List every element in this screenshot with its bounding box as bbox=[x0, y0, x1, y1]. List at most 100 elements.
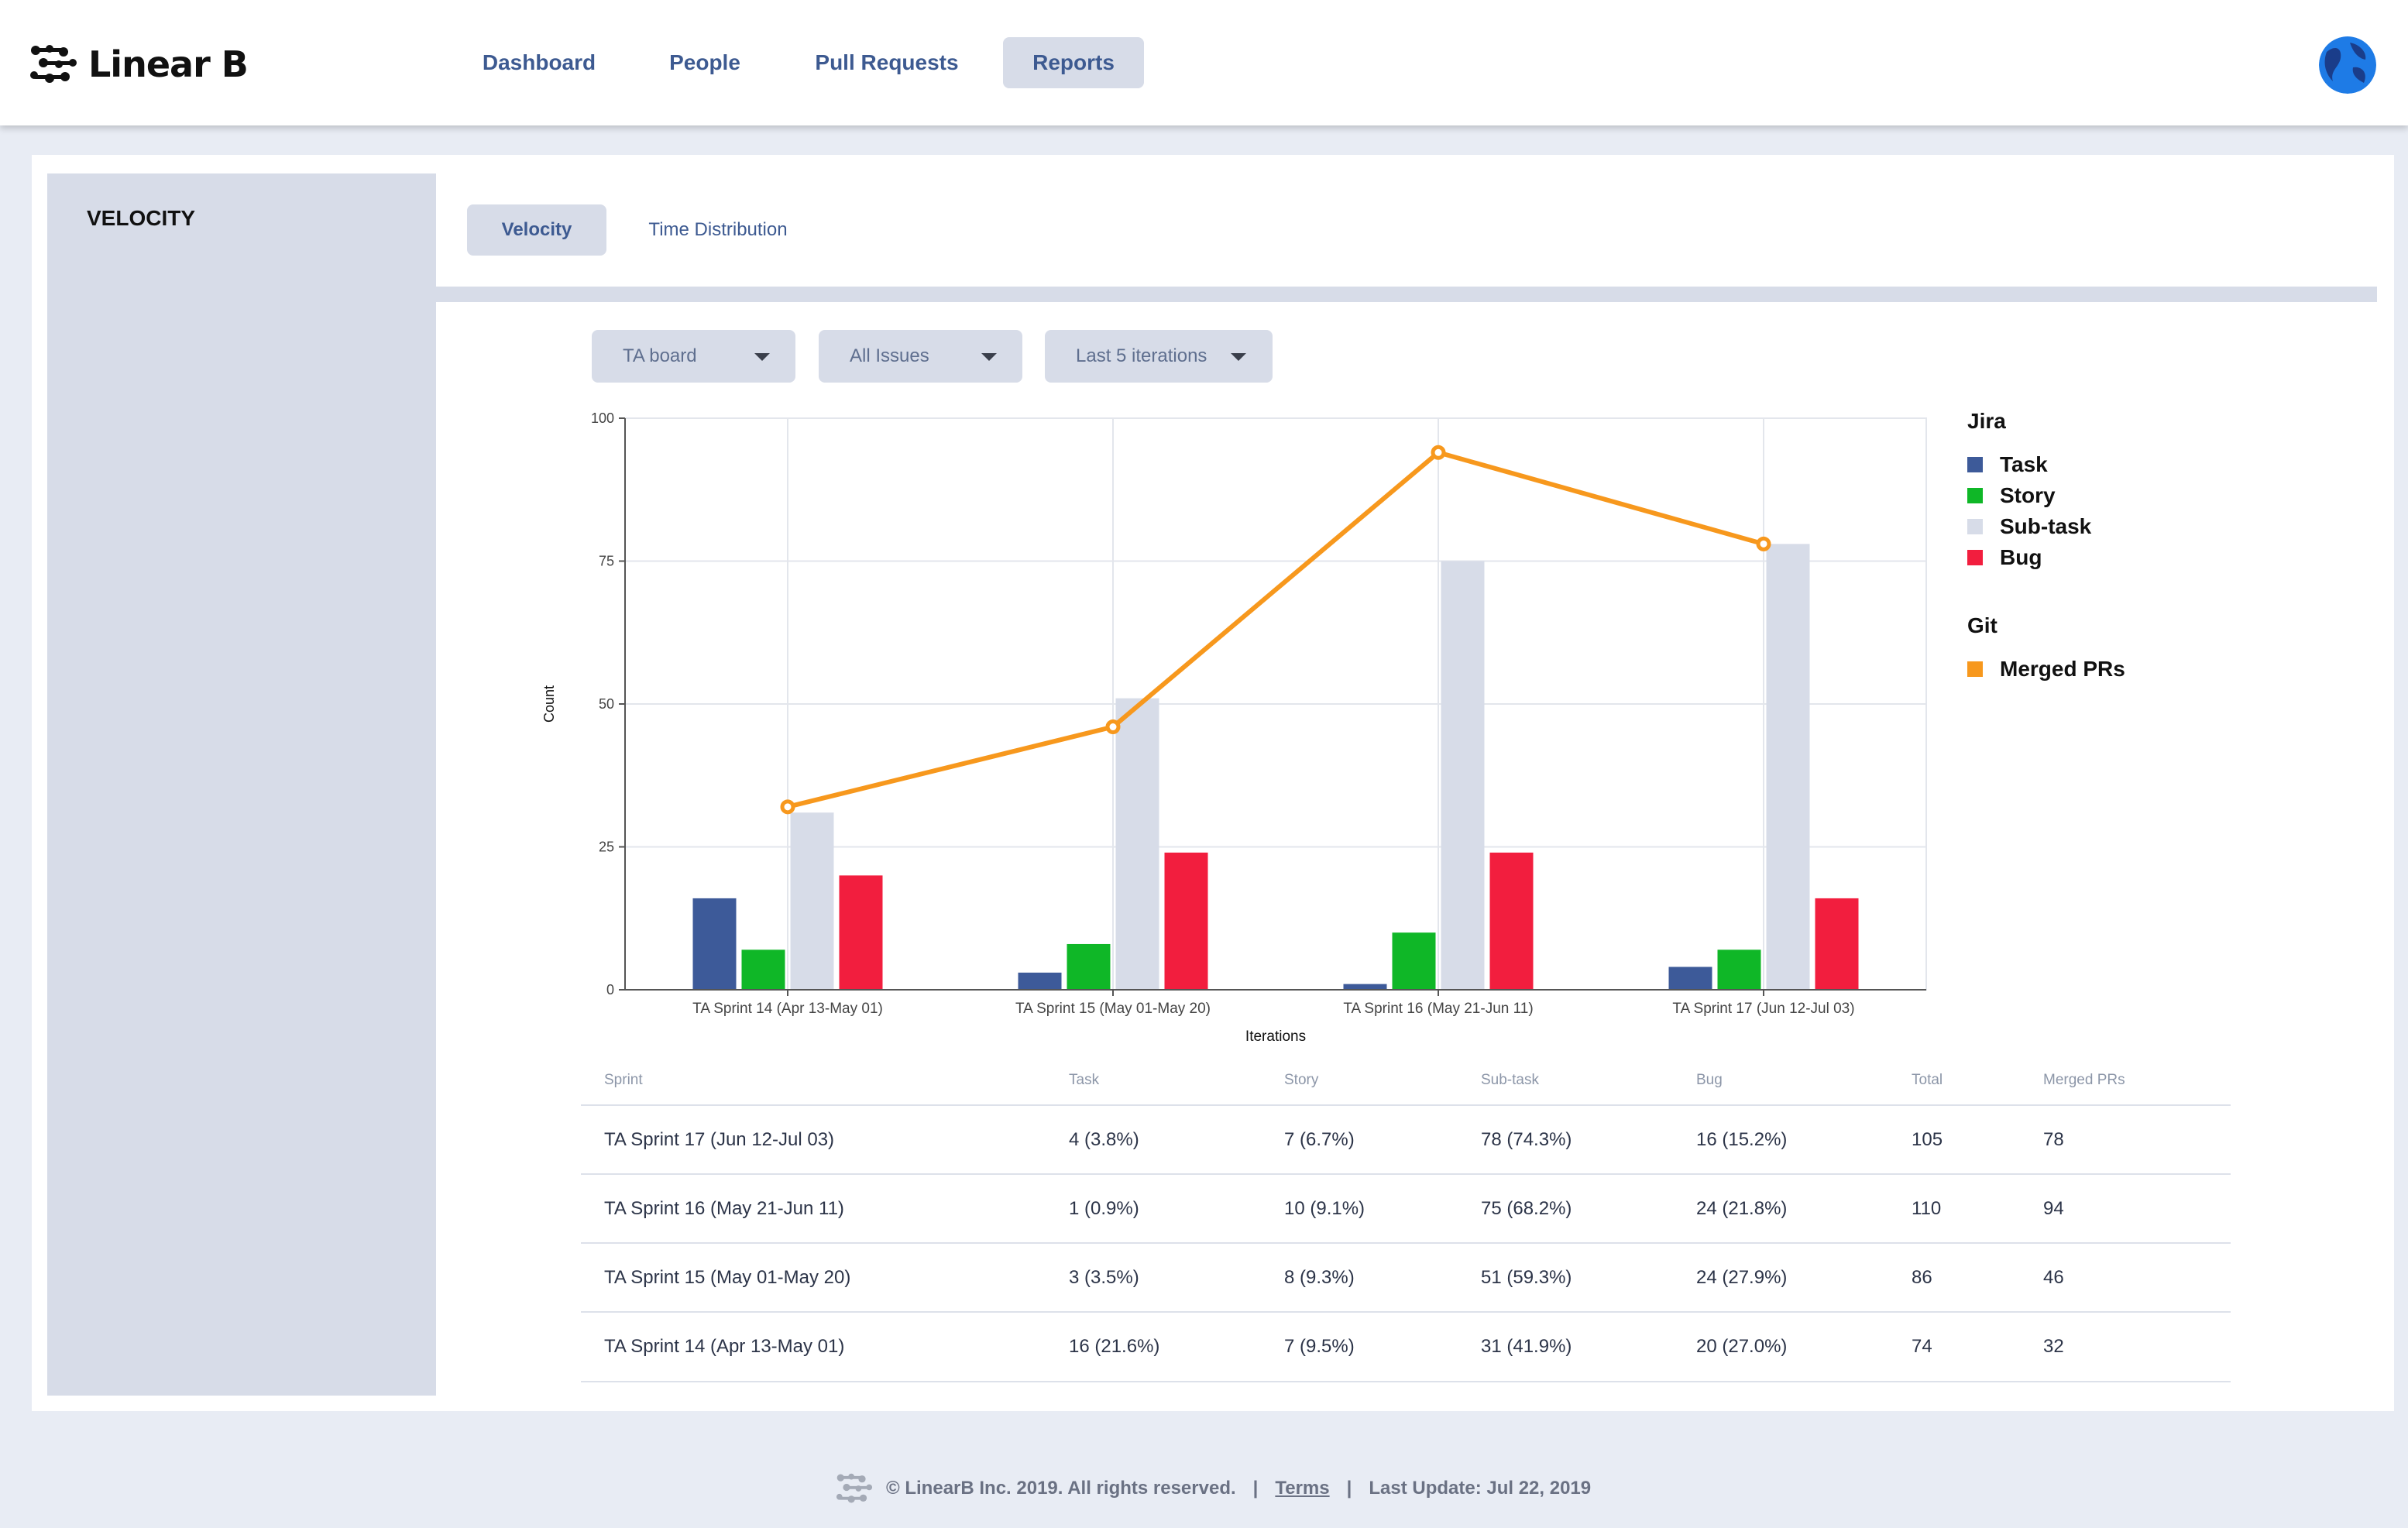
iterations-select-value: Last 5 iterations bbox=[1076, 345, 1207, 366]
cell-subtask: 75 (68.2%) bbox=[1481, 1198, 1572, 1219]
x-tick-label: TA Sprint 17 (Jun 12-Jul 03) bbox=[1672, 1001, 1854, 1017]
legend-swatch-subtask bbox=[1967, 519, 1983, 534]
bar-task bbox=[1343, 984, 1387, 990]
legend-item-story[interactable]: Story bbox=[1967, 480, 2125, 511]
legend-label-task: Task bbox=[2000, 452, 2048, 476]
chevron-down-icon bbox=[981, 353, 997, 361]
iterations-select[interactable]: Last 5 iterations bbox=[1045, 330, 1273, 383]
merged-prs-line bbox=[787, 450, 1764, 809]
nav-pull-requests[interactable]: Pull Requests bbox=[815, 50, 959, 74]
section-divider bbox=[436, 287, 2377, 302]
cell-merged-prs: 94 bbox=[2043, 1198, 2064, 1219]
footer: © LinearB Inc. 2019. All rights reserved… bbox=[833, 1473, 1591, 1504]
table-header-story: Story bbox=[1284, 1072, 1319, 1088]
nav-people[interactable]: People bbox=[669, 50, 740, 74]
x-tick-label: TA Sprint 16 (May 21-Jun 11) bbox=[1343, 1001, 1533, 1017]
table-row[interactable]: TA Sprint 16 (May 21-Jun 11) 1 (0.9%) 10… bbox=[581, 1173, 2231, 1243]
cell-story: 7 (9.5%) bbox=[1284, 1336, 1355, 1357]
table-row[interactable]: TA Sprint 14 (Apr 13-May 01) 16 (21.6%) … bbox=[581, 1311, 2231, 1382]
cell-story: 7 (6.7%) bbox=[1284, 1129, 1355, 1150]
tab-time-distribution[interactable]: Time Distribution bbox=[648, 219, 788, 240]
bar-sub-task bbox=[1441, 561, 1485, 990]
cell-bug: 20 (27.0%) bbox=[1696, 1336, 1788, 1357]
legend-git-heading: Git bbox=[1967, 613, 1998, 637]
cell-task: 1 (0.9%) bbox=[1069, 1198, 1139, 1219]
footer-separator: | bbox=[1346, 1478, 1352, 1499]
table-header-bug: Bug bbox=[1696, 1072, 1723, 1088]
cell-merged-prs: 78 bbox=[2043, 1129, 2064, 1150]
merged-prs-point bbox=[1105, 719, 1121, 735]
top-navbar: Linear B Dashboard People Pull Requests … bbox=[0, 0, 2408, 125]
x-axis-label: Iterations bbox=[1245, 1028, 1306, 1045]
bar-story bbox=[1392, 932, 1436, 990]
brand-logo[interactable]: Linear B bbox=[29, 37, 249, 91]
merged-prs-point bbox=[780, 799, 795, 815]
linearb-logo-icon bbox=[30, 45, 77, 83]
table-header-task: Task bbox=[1069, 1072, 1100, 1088]
bar-story bbox=[741, 949, 785, 990]
legend-item-bug[interactable]: Bug bbox=[1967, 542, 2125, 573]
cell-bug: 24 (27.9%) bbox=[1696, 1267, 1788, 1288]
bar-bug bbox=[1489, 852, 1534, 990]
cell-merged-prs: 46 bbox=[2043, 1267, 2064, 1288]
velocity-chart: 0 25 50 75 100 TA Sprint 14 (Apr 13-May 01) TA… bbox=[541, 410, 1927, 1045]
y-tick-label: 50 bbox=[599, 696, 614, 712]
sidebar bbox=[47, 173, 436, 1396]
y-tick-label: 100 bbox=[591, 410, 614, 426]
merged-prs-point bbox=[1756, 536, 1771, 551]
avatar-globe-icon bbox=[2319, 36, 2376, 94]
bar-bug bbox=[1815, 898, 1859, 990]
cell-sprint: TA Sprint 16 (May 21-Jun 11) bbox=[604, 1198, 844, 1219]
bar-task bbox=[1018, 972, 1062, 990]
bar-bug bbox=[839, 875, 883, 990]
cell-total: 110 bbox=[1912, 1198, 1942, 1219]
bar-bug bbox=[1164, 852, 1208, 990]
cell-subtask: 51 (59.3%) bbox=[1481, 1267, 1572, 1288]
nav-dashboard[interactable]: Dashboard bbox=[482, 50, 596, 74]
footer-last-update: Last Update: Jul 22, 2019 bbox=[1369, 1478, 1592, 1499]
cell-bug: 24 (21.8%) bbox=[1696, 1198, 1788, 1219]
cell-story: 10 (9.1%) bbox=[1284, 1198, 1365, 1219]
sidebar-title: VELOCITY bbox=[87, 206, 196, 230]
issues-select[interactable]: All Issues bbox=[819, 330, 1022, 383]
table-row[interactable]: TA Sprint 15 (May 01-May 20) 3 (3.5%) 8 … bbox=[581, 1242, 2231, 1312]
cell-subtask: 78 (74.3%) bbox=[1481, 1129, 1572, 1150]
legend-label-subtask: Sub-task bbox=[2000, 514, 2092, 538]
brand-name: Linear B bbox=[88, 43, 249, 85]
cell-sprint: TA Sprint 14 (Apr 13-May 01) bbox=[604, 1336, 845, 1357]
chart-legend: Jira Task Story Sub-task Bug Git Merged … bbox=[1967, 409, 2125, 685]
footer-copyright: © LinearB Inc. 2019. All rights reserved… bbox=[886, 1478, 1236, 1499]
legend-item-merged-prs[interactable]: Merged PRs bbox=[1967, 654, 2125, 685]
user-avatar[interactable] bbox=[2319, 36, 2376, 94]
board-select[interactable]: TA board bbox=[592, 330, 795, 383]
bar-story bbox=[1717, 949, 1761, 990]
cell-merged-prs: 32 bbox=[2043, 1336, 2064, 1357]
y-tick-label: 75 bbox=[599, 554, 614, 569]
cell-subtask: 31 (41.9%) bbox=[1481, 1336, 1572, 1357]
x-tick-label: TA Sprint 15 (May 01-May 20) bbox=[1015, 1001, 1211, 1017]
bar-task bbox=[1668, 967, 1712, 990]
table-row[interactable]: TA Sprint 17 (Jun 12-Jul 03) 4 (3.8%) 7 … bbox=[581, 1104, 2231, 1174]
nav-reports[interactable]: Reports bbox=[1003, 37, 1144, 88]
cell-sprint: TA Sprint 15 (May 01-May 20) bbox=[604, 1267, 851, 1288]
legend-item-subtask[interactable]: Sub-task bbox=[1967, 511, 2125, 542]
linearb-footer-logo-icon bbox=[836, 1473, 873, 1503]
footer-separator: | bbox=[1252, 1478, 1259, 1499]
legend-label-merged-prs: Merged PRs bbox=[2000, 657, 2125, 681]
bar-sub-task bbox=[1766, 544, 1810, 990]
chevron-down-icon bbox=[754, 353, 770, 361]
chevron-down-icon bbox=[1231, 353, 1246, 361]
table-header-merged-prs: Merged PRs bbox=[2043, 1072, 2125, 1088]
terms-link[interactable]: Terms bbox=[1275, 1478, 1330, 1499]
legend-jira-heading: Jira bbox=[1967, 409, 2006, 433]
legend-item-task[interactable]: Task bbox=[1967, 449, 2125, 480]
cell-story: 8 (9.3%) bbox=[1284, 1267, 1355, 1288]
tab-velocity[interactable]: Velocity bbox=[467, 204, 606, 256]
legend-swatch-task bbox=[1967, 457, 1983, 472]
cell-sprint: TA Sprint 17 (Jun 12-Jul 03) bbox=[604, 1129, 835, 1150]
y-tick-label: 0 bbox=[606, 982, 614, 997]
merged-prs-point bbox=[1431, 445, 1446, 460]
bar-sub-task bbox=[1115, 698, 1159, 990]
cell-task: 3 (3.5%) bbox=[1069, 1267, 1139, 1288]
table-header-subtask: Sub-task bbox=[1481, 1072, 1539, 1088]
